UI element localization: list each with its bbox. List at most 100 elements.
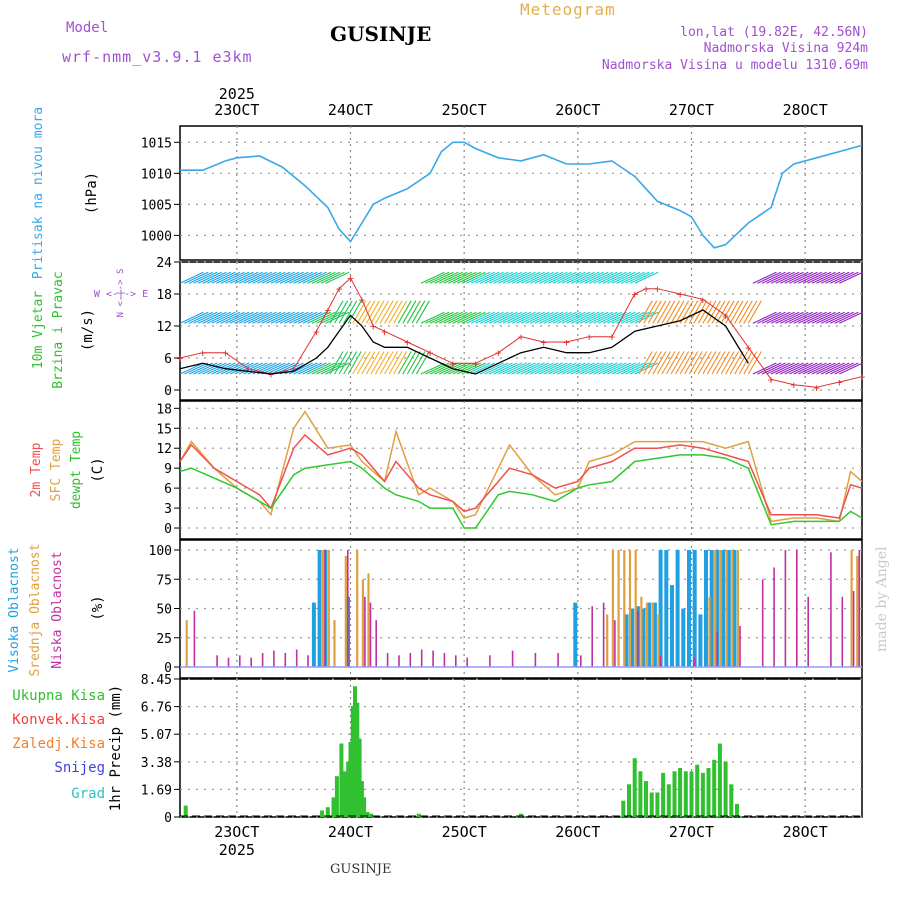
cloud-bar (796, 550, 798, 667)
wind-arrow (543, 271, 568, 284)
wind-arrow (761, 271, 786, 284)
cloud-bar (369, 602, 372, 667)
wind-title-1: 10m Vjetar (31, 291, 46, 369)
wind-arrow (670, 300, 685, 324)
wind-arrow (188, 311, 213, 324)
wind-arrow (484, 362, 509, 375)
wind-arrow (484, 271, 509, 284)
wind-arrow (488, 362, 513, 375)
wind-arrow (706, 351, 721, 375)
temp-dewpt-line (179, 454, 863, 529)
wind-arrow (807, 311, 832, 324)
y-tick-label: 100 (149, 544, 172, 559)
wind-arrow (438, 271, 463, 284)
model-elevation-label: Nadmorska Visina u modelu 1310.69m (601, 58, 868, 73)
wind-arrow (361, 300, 376, 324)
precip-bar (416, 813, 421, 817)
wind-arrow (279, 271, 304, 284)
wind-arrow (729, 300, 744, 324)
y-tick-label: 15 (156, 422, 172, 437)
cloud-bar (647, 602, 652, 667)
wind-arrow (365, 300, 380, 324)
wind-arrow (329, 351, 344, 375)
cloud-bar (636, 610, 639, 667)
wind-arrow (702, 351, 717, 375)
cloud-bar (657, 614, 660, 667)
precip-bar (632, 758, 637, 817)
wind-arrow (288, 362, 313, 375)
wind-gust-marker: + (859, 371, 866, 384)
wind-arrow (502, 271, 527, 284)
cloud-bar (721, 550, 726, 667)
wind-arrow (252, 271, 277, 284)
wind-arrow (584, 311, 609, 324)
wind-arrow (393, 300, 408, 324)
temp-legend-dew: dewpt Temp (69, 431, 84, 509)
wind-arrow (520, 271, 545, 284)
wind-arrow (766, 362, 791, 375)
wind-arrow (325, 271, 350, 284)
cloud-bar (856, 555, 859, 667)
wind-arrow (434, 311, 459, 324)
cloud-bar (731, 550, 734, 667)
wind-arrow (370, 351, 385, 375)
wind-arrow (634, 271, 659, 284)
wind-arrow (825, 311, 850, 324)
wind-arrow (770, 271, 795, 284)
date-tick-label-top: 24OCT (328, 101, 373, 119)
wind-arrow (816, 271, 841, 284)
wind-arrow (525, 311, 550, 324)
wind-arrow (675, 351, 690, 375)
cloud-bar (511, 650, 514, 667)
cloud-bar (307, 655, 309, 667)
wind-arrow (807, 362, 832, 375)
cloud-bar (664, 550, 669, 667)
grid-lines (180, 126, 862, 818)
cloud-bar (850, 550, 853, 667)
wind-arrow (488, 271, 513, 284)
wind-arrow (238, 311, 263, 324)
wind-arrow (279, 311, 304, 324)
wind-arrow (216, 311, 241, 324)
wind-arrow (225, 311, 250, 324)
wind-arrow (207, 311, 232, 324)
wind-arrow (588, 362, 614, 375)
wind-arrow (470, 271, 495, 284)
wind-arrow (411, 300, 426, 324)
cloud-bar (367, 573, 370, 667)
wind-arrow (243, 362, 268, 375)
y-tick-label: 0 (164, 384, 172, 399)
wind-arrow (261, 271, 286, 284)
y-tick-label: 5.07 (141, 728, 172, 743)
wind-arrow (234, 362, 259, 375)
wind-arrow (625, 362, 650, 375)
wind-arrow (611, 362, 636, 375)
cloud-bar (725, 550, 728, 667)
wind-arrow (811, 362, 836, 375)
wind-gust-marker: + (609, 331, 616, 344)
wind-arrow (616, 271, 641, 284)
cloud-bar (624, 614, 629, 667)
wind-arrow (829, 271, 854, 284)
wind-arrow (202, 271, 227, 284)
cloud-bar (311, 602, 316, 667)
wind-arrow (561, 271, 586, 284)
wind-arrow (775, 271, 800, 284)
wind-arrow (193, 311, 218, 324)
wind-gust-marker: + (540, 336, 547, 349)
wind-arrow (484, 311, 509, 324)
wind-arrow (179, 311, 204, 324)
precip-legend-3: Snijeg (54, 760, 105, 776)
wind-arrow (839, 271, 864, 284)
wind-arrow (329, 300, 344, 324)
y-tick-label: 75 (156, 573, 172, 588)
wind-arrow (688, 351, 703, 375)
wind-arrow (811, 271, 836, 284)
precip-bar (519, 813, 523, 817)
wind-gust-marker: + (790, 379, 797, 392)
wind-gust-marker: + (677, 288, 684, 301)
cloud-legend-mid: Srednja Oblacnost (28, 543, 43, 676)
wind-arrow (270, 311, 295, 324)
precip-legend-1: Konvek.Kisa (12, 712, 105, 728)
wind-arrow (647, 351, 662, 375)
